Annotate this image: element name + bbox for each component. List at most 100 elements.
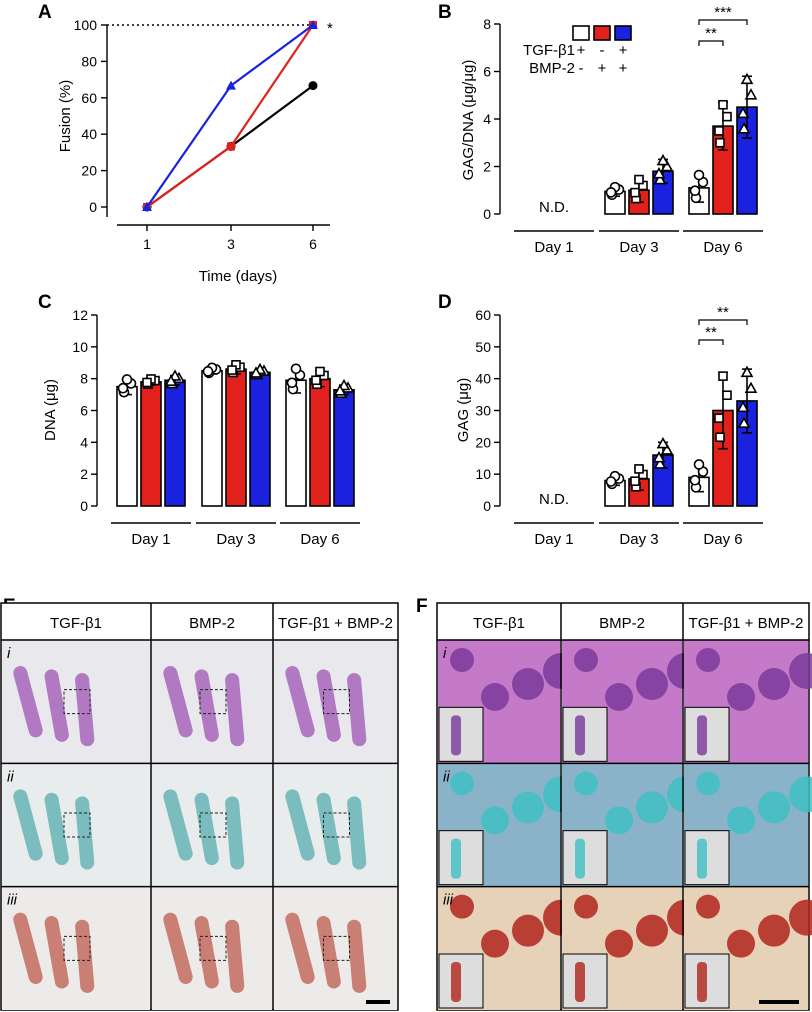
replicate-point [714,126,724,136]
tissue-feature [574,648,598,672]
group-label: Day 3 [619,531,658,548]
column-header: TGF-β1 + BMP-2 [689,615,804,632]
tissue-feature [574,894,598,919]
replicate-point [722,390,732,401]
y-tick-label: 2 [80,466,88,482]
y-tick-label: 4 [483,111,491,127]
tissue-feature [727,683,755,711]
legend-tgf-label: TGF-β1 [523,42,575,59]
replicate-point [311,375,321,386]
chart-B: 0 2 4 6 8 GAG/DNA (μg/μg) Day 1 N.D. Day 3 Day 6 *… [460,4,763,256]
replicate-point [660,159,674,172]
zoom-box [199,812,227,838]
not-detected-label: N.D. [539,199,569,216]
zoom-box [63,935,91,961]
column-header: TGF-β1 [473,615,525,632]
inset-tissue [451,962,461,1002]
replicate-point [718,99,728,110]
bar-C-g1-s1 [225,368,247,507]
replicate-point [634,174,644,185]
tissue-section [75,796,95,870]
replicate-point [737,122,751,134]
replicate-point [656,153,670,166]
replicate-point [714,413,724,423]
legend-swatch-2 [614,25,632,41]
tissue-section [225,919,245,993]
row-label: ii [443,768,450,785]
replicate-point [736,400,750,413]
y-tick-label: 40 [475,371,491,387]
replicate-point [142,377,152,388]
tissue-section [44,916,69,989]
group-label: Day 6 [703,531,742,548]
significance-star: * [327,20,333,37]
tissue-feature [758,914,790,947]
tissue-feature [727,806,755,835]
tissue-feature [605,929,633,958]
replicate-point [653,457,667,469]
zoom-box [323,812,350,838]
group-label: Day 3 [619,239,658,256]
panel-label-D: D [438,292,452,313]
tissue-section [316,669,341,742]
replicate-point [737,416,751,429]
tissue-feature [636,914,668,947]
inset-tissue [575,715,585,756]
x-axis-title: Time (days) [199,268,278,285]
replicate-point [202,366,214,377]
tissue-feature [512,791,544,824]
y-axis-title: Fusion (%) [57,80,74,153]
replicate-point [117,382,129,394]
y-tick-label: 50 [475,339,491,355]
bar-C-g2-s1 [309,377,331,507]
replicate-point [689,474,701,486]
inset-tissue [697,838,707,879]
tissue-section [225,673,245,747]
replicate-point [722,111,732,122]
bar-C-g0-s1 [140,381,162,507]
tissue-feature [789,899,812,936]
tissue-section [347,673,367,747]
replicate-point [744,381,758,394]
tissue-feature [789,776,812,813]
tissue-feature [481,683,509,711]
bar-C-g0-s0 [116,385,138,507]
tissue-feature [512,668,544,700]
panel-label-C: C [38,292,52,313]
chart-C: 0 2 4 6 8 10 12 DNA (μg) Day 1 Day 3 Day 6 [42,307,360,548]
tissue-feature [758,791,790,824]
column-header: TGF-β1 [50,615,102,632]
legend-tgf-sign: - [600,42,605,59]
tissue-feature [605,806,633,835]
replicate-point [718,371,728,381]
replicate-point [227,365,237,375]
y-tick-label: 12 [72,307,88,323]
chart-D: 0 10 20 30 40 50 60 GAG (μg) Day 1 N.D. Day 3 Day 6… [455,304,763,548]
group-label: Day 1 [131,531,170,548]
inset-tissue [451,715,461,756]
replicate-point [164,374,178,387]
replicate-point [653,172,667,185]
data-point [142,202,152,211]
tissue-section [163,789,193,861]
y-tick-label: 8 [80,371,88,387]
y-tick-label: 100 [74,17,98,33]
micrograph-E-1-2 [274,763,397,887]
row-label: i [7,645,11,662]
not-detected-label: N.D. [539,491,569,508]
replicate-point [656,436,670,449]
tissue-feature [636,668,668,700]
tissue-section [163,912,193,984]
y-tick-label: 0 [80,498,88,514]
inset-tissue [575,962,585,1002]
inset-tissue [697,962,707,1002]
tissue-section [44,669,69,742]
y-tick-label: 10 [475,466,491,482]
y-tick-label: 8 [483,16,491,32]
tissue-feature [450,648,474,672]
significance-label: ** [705,324,717,341]
y-tick-label: 60 [475,307,491,323]
tissue-section [194,792,219,866]
zoom-box [199,935,227,961]
